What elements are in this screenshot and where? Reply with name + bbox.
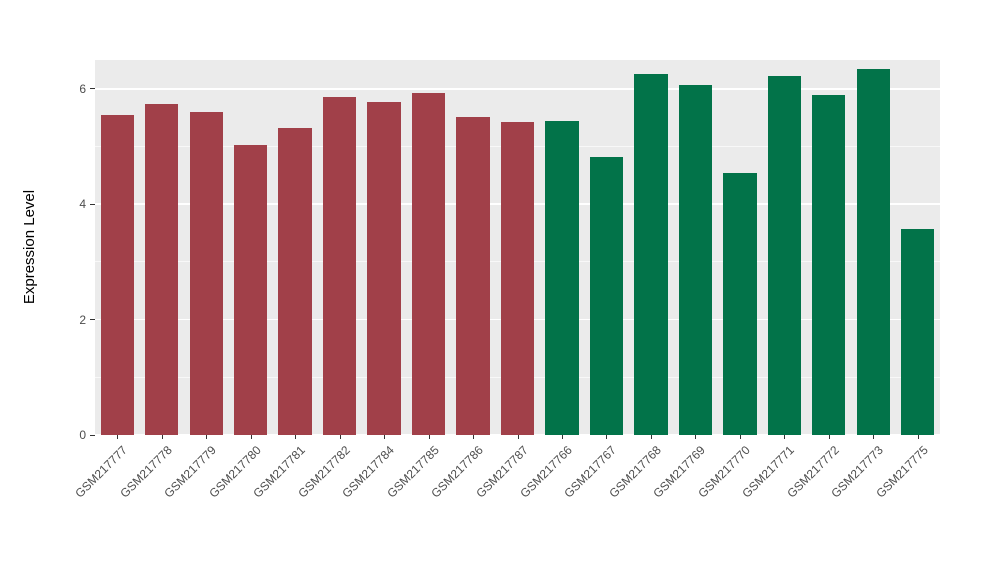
- bar-GSM217778: [145, 104, 179, 435]
- major-gridline: [95, 88, 940, 90]
- x-tick-mark: [384, 435, 386, 439]
- bar-GSM217770: [723, 172, 757, 435]
- bar-GSM217782: [322, 96, 357, 435]
- bar-GSM217781: [278, 127, 312, 435]
- y-tick-mark: [90, 203, 95, 205]
- x-tick-mark: [739, 435, 741, 439]
- x-tick-mark: [473, 435, 475, 439]
- y-tick-mark: [90, 434, 95, 436]
- bar-GSM217767: [589, 156, 624, 435]
- y-tick-label: 2: [79, 312, 86, 327]
- x-tick-mark: [561, 435, 563, 439]
- x-tick-mark: [784, 435, 786, 439]
- x-tick-mark: [206, 435, 208, 439]
- x-tick-mark: [606, 435, 608, 439]
- bar-GSM217780: [233, 145, 268, 435]
- y-tick-mark: [90, 319, 95, 321]
- bar-GSM217775: [901, 229, 935, 435]
- bar-GSM217786: [456, 116, 490, 435]
- x-tick-mark: [873, 435, 875, 439]
- y-tick-mark: [90, 88, 95, 90]
- bar-GSM217777: [100, 114, 134, 435]
- bar-GSM217784: [367, 102, 401, 435]
- bar-GSM217768: [634, 73, 668, 435]
- bar-GSM217773: [856, 69, 890, 435]
- bar-GSM217769: [678, 85, 713, 435]
- y-tick-label: 6: [79, 81, 86, 96]
- x-tick-mark: [250, 435, 252, 439]
- bar-GSM217772: [812, 95, 846, 435]
- x-tick-mark: [695, 435, 697, 439]
- x-tick-mark: [428, 435, 430, 439]
- y-tick-label: 4: [79, 197, 86, 212]
- x-tick-mark: [161, 435, 163, 439]
- bar-GSM217766: [545, 121, 579, 435]
- y-tick-label: 0: [79, 428, 86, 442]
- y-axis-title: Expression Level: [21, 189, 38, 305]
- x-tick-mark: [828, 435, 830, 439]
- bar-GSM217771: [767, 75, 801, 435]
- x-tick-mark: [517, 435, 519, 439]
- bar-GSM217779: [189, 111, 223, 435]
- bar-GSM217785: [411, 93, 446, 435]
- x-tick-mark: [650, 435, 652, 439]
- x-tick-mark: [295, 435, 297, 439]
- bar-GSM217787: [500, 121, 535, 435]
- x-tick-mark: [117, 435, 119, 439]
- plot-panel: [95, 60, 940, 435]
- x-tick-mark: [339, 435, 341, 439]
- x-tick-mark: [917, 435, 919, 439]
